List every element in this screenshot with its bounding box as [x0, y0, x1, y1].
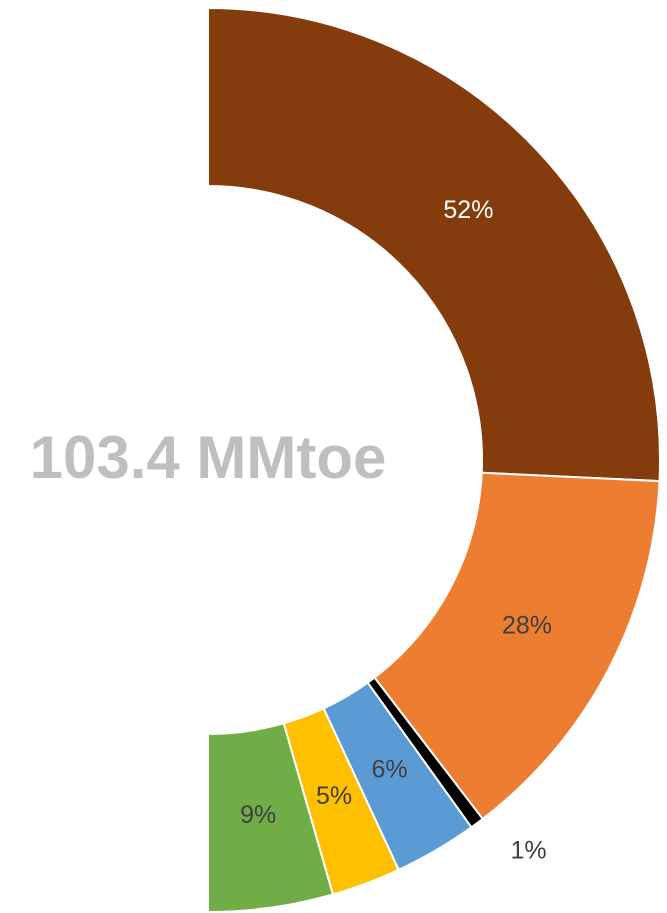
data-label: 9%	[240, 801, 276, 829]
data-label: 6%	[372, 755, 408, 783]
donut-segment	[373, 471, 661, 821]
donut-segment	[207, 722, 335, 913]
center-label: 103.4 MMtoe	[30, 424, 387, 491]
data-label: 1%	[510, 837, 546, 865]
donut-segment	[207, 6, 661, 483]
data-label: 52%	[443, 196, 493, 224]
data-label: 28%	[502, 612, 552, 640]
data-label: 5%	[316, 782, 352, 810]
